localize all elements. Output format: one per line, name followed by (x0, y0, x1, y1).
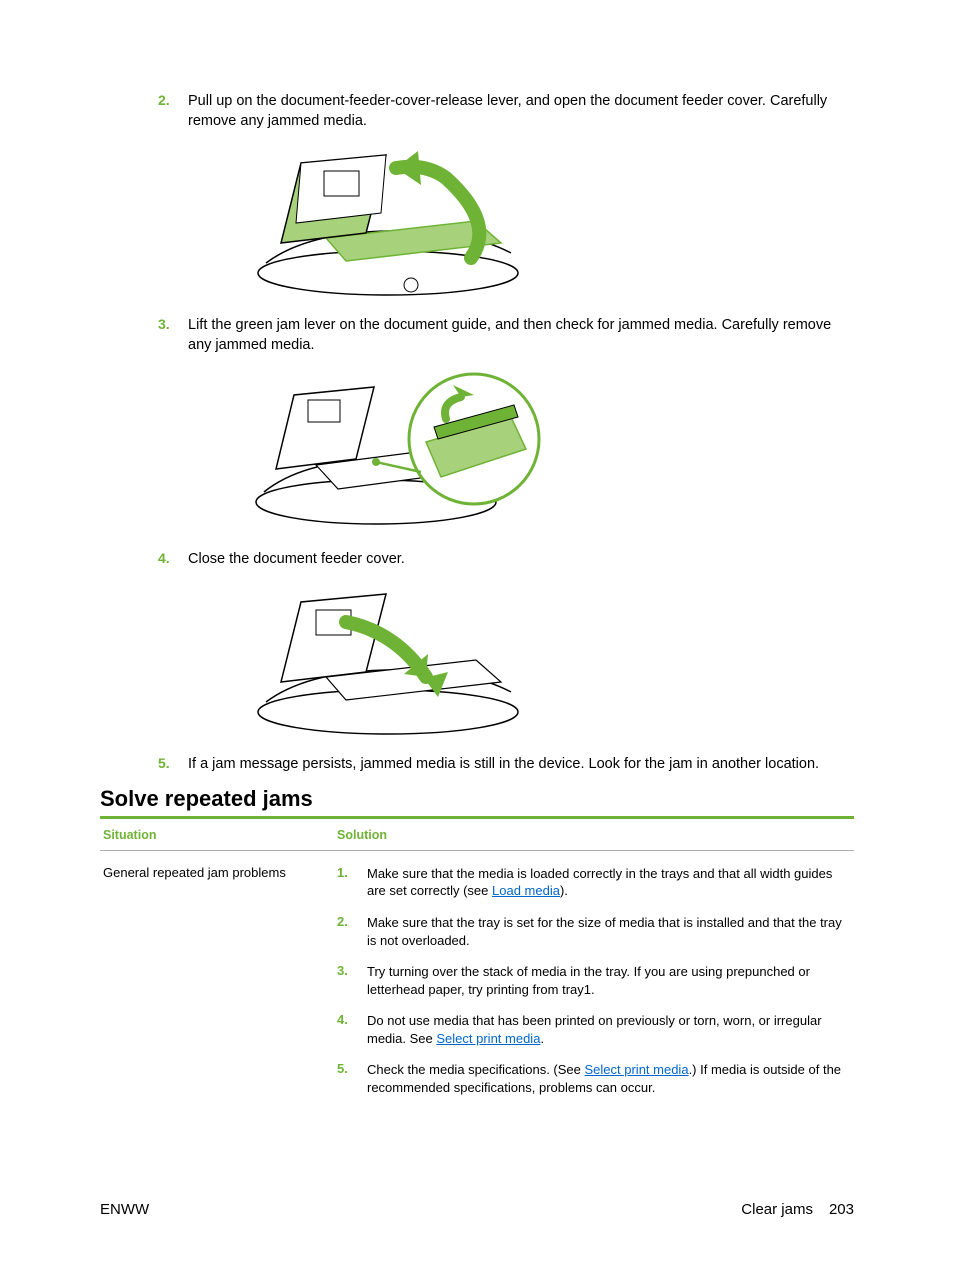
solution-text: Make sure that the media is loaded corre… (367, 865, 854, 900)
illustration-step-2 (246, 143, 854, 298)
solution-post: . (540, 1031, 544, 1046)
step-item-2: 2. Pull up on the document-feeder-cover-… (158, 92, 854, 131)
table-header-row: Situation Solution (100, 819, 854, 851)
solution-text: Do not use media that has been printed o… (367, 1012, 854, 1047)
illustration-step-3 (246, 367, 854, 532)
situation-cell: General repeated jam problems (100, 865, 337, 1110)
step-number: 2. (158, 92, 188, 108)
solution-number: 4. (337, 1012, 367, 1027)
link-load-media[interactable]: Load media (492, 883, 560, 898)
step-text: Close the document feeder cover. (188, 550, 405, 570)
link-select-print-media-2[interactable]: Select print media (585, 1062, 689, 1077)
col-header-solution: Solution (337, 828, 854, 842)
step-text: Lift the green jam lever on the document… (188, 316, 854, 355)
solution-text: Check the media specifications. (See Sel… (367, 1061, 854, 1096)
illustration-step-4 (246, 582, 854, 737)
solution-number: 5. (337, 1061, 367, 1076)
page-footer: ENWW Clear jams 203 (100, 1201, 854, 1218)
solution-number: 1. (337, 865, 367, 880)
solution-post: ). (560, 883, 568, 898)
solution-pre: Check the media specifications. (See (367, 1062, 585, 1077)
solutions-table: Situation Solution General repeated jam … (100, 819, 854, 1110)
step-text: Pull up on the document-feeder-cover-rel… (188, 92, 854, 131)
section-heading: Solve repeated jams (100, 786, 854, 812)
step-item-4: 4. Close the document feeder cover. (158, 550, 854, 570)
solution-item-2: 2. Make sure that the tray is set for th… (337, 914, 854, 949)
step-item-3: 3. Lift the green jam lever on the docum… (158, 316, 854, 355)
steps-list: 2. Pull up on the document-feeder-cover-… (158, 92, 854, 774)
solution-text: Make sure that the tray is set for the s… (367, 914, 854, 949)
footer-right: Clear jams 203 (741, 1201, 854, 1218)
solution-item-5: 5. Check the media specifications. (See … (337, 1061, 854, 1096)
step-number: 5. (158, 755, 188, 771)
footer-left: ENWW (100, 1201, 149, 1218)
solution-number: 2. (337, 914, 367, 929)
table-body: General repeated jam problems 1. Make su… (100, 851, 854, 1110)
link-select-print-media[interactable]: Select print media (436, 1031, 540, 1046)
page-number: 203 (829, 1201, 854, 1218)
step-item-5: 5. If a jam message persists, jammed med… (158, 755, 854, 775)
solution-item-4: 4. Do not use media that has been printe… (337, 1012, 854, 1047)
solution-pre: Make sure that the media is loaded corre… (367, 866, 832, 899)
step-text: If a jam message persists, jammed media … (188, 755, 819, 775)
solution-item-3: 3. Try turning over the stack of media i… (337, 963, 854, 998)
printer-jam-lever-icon (246, 367, 556, 532)
step-number: 4. (158, 550, 188, 566)
solution-text: Try turning over the stack of media in t… (367, 963, 854, 998)
solution-item-1: 1. Make sure that the media is loaded co… (337, 865, 854, 900)
solution-number: 3. (337, 963, 367, 978)
footer-section-label: Clear jams (741, 1201, 813, 1218)
page-container: 2. Pull up on the document-feeder-cover-… (0, 0, 954, 1270)
printer-open-cover-icon (246, 143, 531, 298)
solution-cell: 1. Make sure that the media is loaded co… (337, 865, 854, 1110)
printer-close-cover-icon (246, 582, 531, 737)
step-number: 3. (158, 316, 188, 332)
col-header-situation: Situation (100, 828, 337, 842)
